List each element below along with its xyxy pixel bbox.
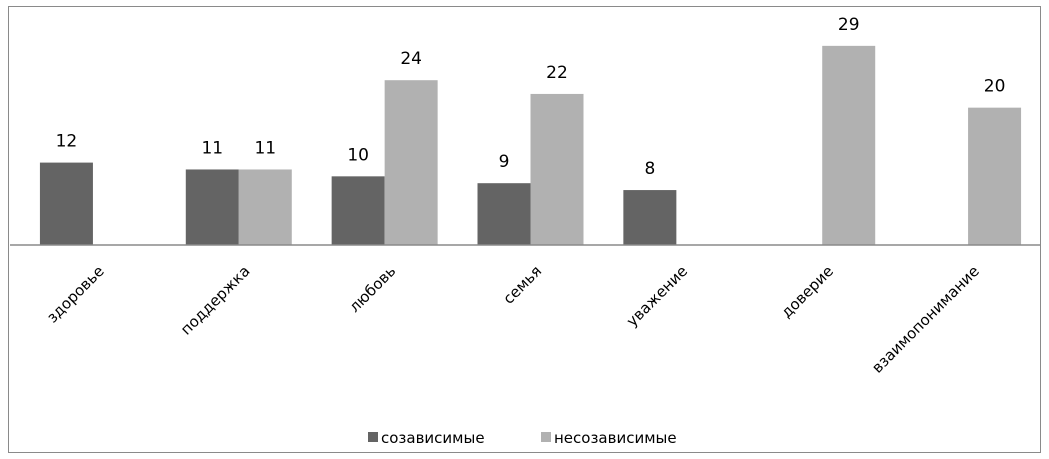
value-labels-layer: 12 11 11 10 24 9 22 8 29 20: [56, 15, 1006, 179]
bar-поддержка-несозависимые: [238, 169, 292, 245]
value-label-поддержка-несозависимые: 11: [254, 138, 276, 158]
category-label-взаимопонимание: взаимопонимание: [868, 262, 983, 377]
category-labels-layer: здоровье поддержка любовь семья уважение дове…: [43, 262, 983, 377]
bar-взаимопонимание-несозависимые: [968, 107, 1022, 246]
bar-семья-несозависимые: [530, 93, 584, 245]
legend-swatch-sozavisimye: [368, 432, 378, 442]
value-label-любовь-созависимые: 10: [347, 145, 369, 165]
category-label-доверие: доверие: [777, 262, 836, 321]
category-label-любовь: любовь: [345, 262, 399, 316]
bar-любовь-созависимые: [331, 176, 385, 245]
value-label-здоровье-созависимые: 12: [56, 132, 78, 152]
legend-swatch-nesozavisimye: [541, 432, 551, 442]
category-label-здоровье: здоровье: [43, 262, 107, 326]
bar-поддержка-созависимые: [185, 169, 239, 245]
value-label-семья-созависимые: 9: [499, 152, 510, 172]
legend: созависимые несозависимые: [368, 429, 677, 447]
bar-здоровье-созависимые: [39, 162, 93, 245]
bar-доверие-несозависимые: [822, 45, 876, 245]
bars-layer: [39, 45, 1022, 246]
legend-label-sozavisimye: созависимые: [381, 429, 485, 447]
legend-label-nesozavisimye: несозависимые: [554, 429, 677, 447]
value-label-уважение-созависимые: 8: [644, 159, 655, 179]
bar-семья-созависимые: [477, 183, 531, 245]
bar-любовь-несозависимые: [384, 80, 438, 245]
bar-уважение-созависимые: [623, 190, 677, 245]
value-label-взаимопонимание-несозависимые: 20: [984, 77, 1006, 97]
category-label-семья: семья: [500, 262, 546, 308]
value-label-любовь-несозависимые: 24: [400, 49, 422, 69]
value-label-семья-несозависимые: 22: [546, 63, 568, 83]
value-label-доверие-несозависимые: 29: [838, 15, 860, 35]
category-label-поддержка: поддержка: [177, 262, 254, 339]
category-label-уважение: уважение: [623, 262, 691, 330]
value-label-поддержка-созависимые: 11: [201, 138, 223, 158]
